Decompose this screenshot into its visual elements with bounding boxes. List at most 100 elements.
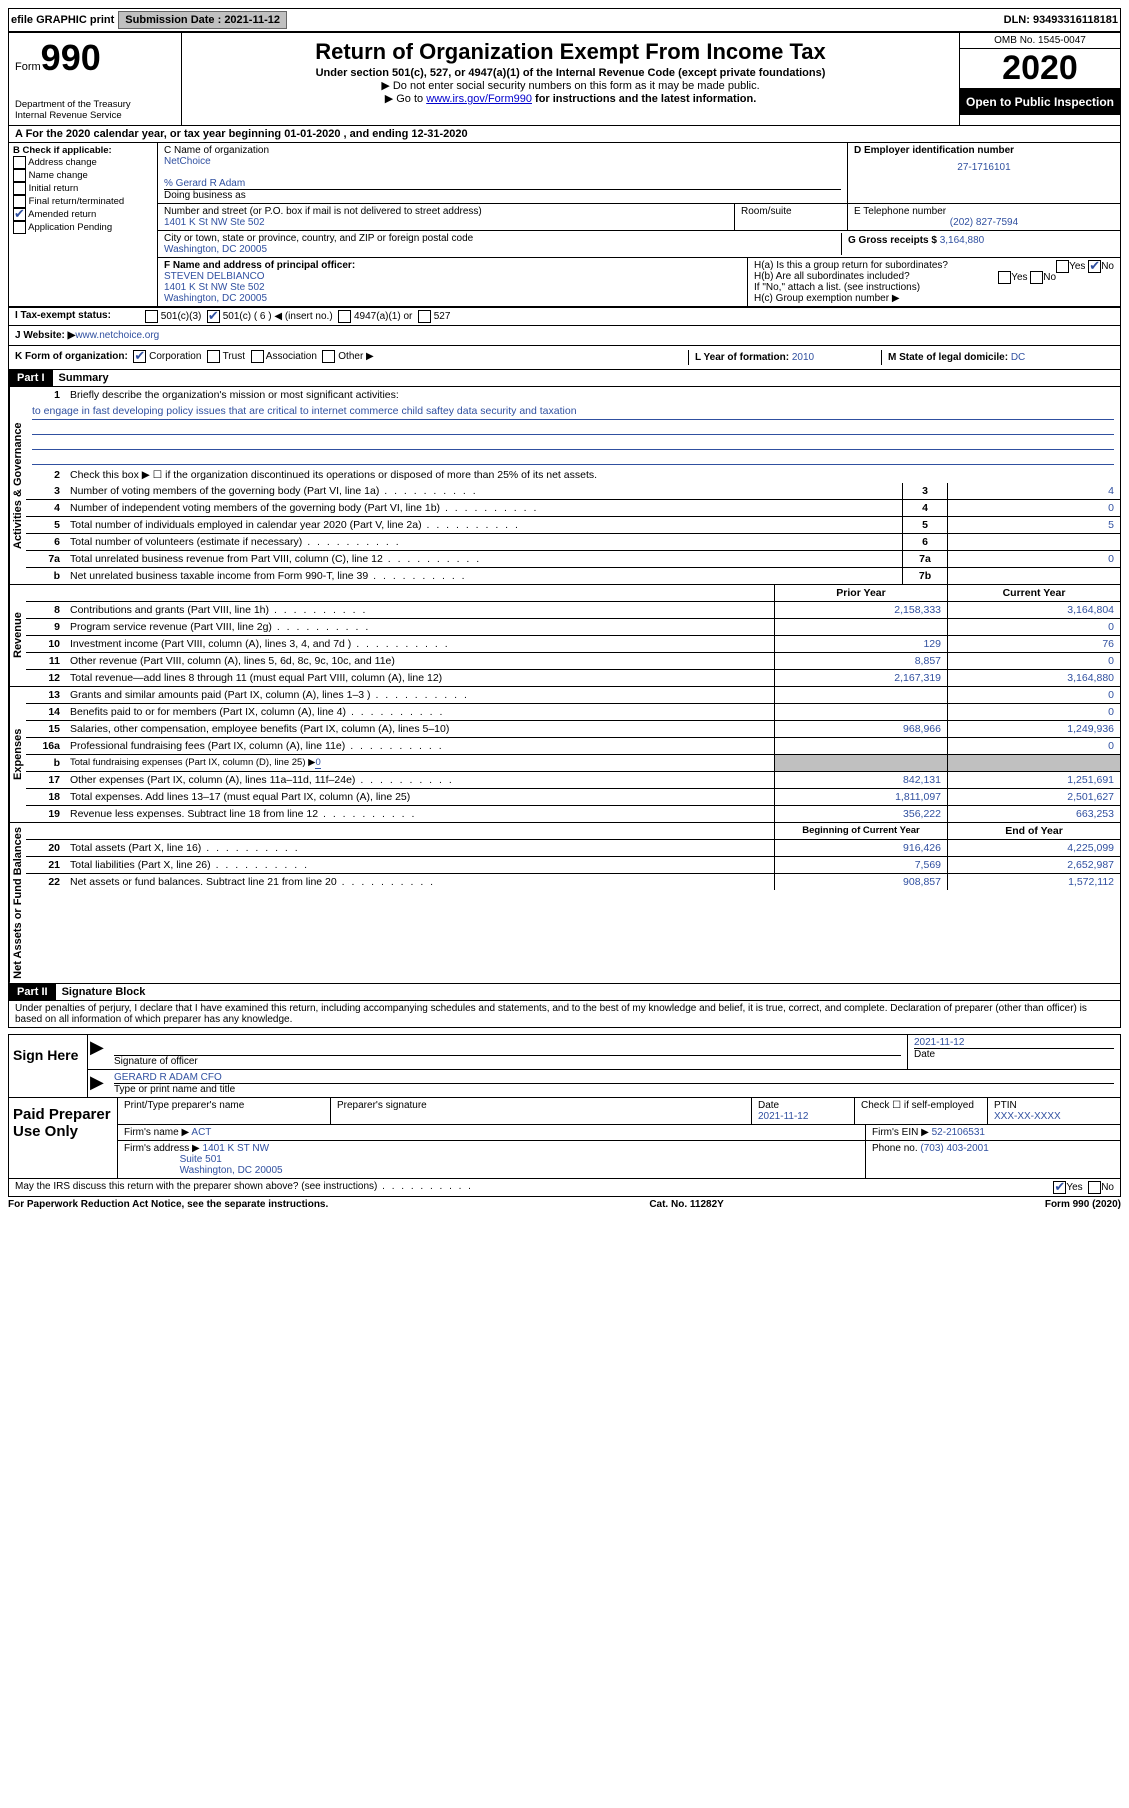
firm-address: Firm's address ▶ 1401 K ST NW Suite 501 …: [118, 1141, 866, 1178]
q7a-text: Total unrelated business revenue from Pa…: [66, 551, 902, 567]
city-value: Washington, DC 20005: [164, 244, 841, 255]
chk-name-change[interactable]: Name change: [13, 169, 153, 182]
sign-here-section: Sign Here ▶ Signature of officer 2021-11…: [8, 1034, 1121, 1098]
chk-address-change[interactable]: Address change: [13, 156, 153, 169]
q16b: Total fundraising expenses (Part IX, col…: [66, 755, 774, 771]
prior-year-hdr: Prior Year: [774, 585, 947, 601]
q2-text: Check this box ▶ ☐ if the organization d…: [66, 467, 1120, 483]
v3: 4: [947, 483, 1120, 499]
city-label: City or town, state or province, country…: [164, 233, 841, 244]
chk-assoc[interactable]: Association: [251, 351, 317, 362]
header-left: Form990 Department of the Treasury Inter…: [9, 33, 182, 125]
form990-link[interactable]: www.irs.gov/Form990: [426, 93, 532, 105]
form-container: Form990 Department of the Treasury Inter…: [8, 32, 1121, 1028]
city-block: City or town, state or province, country…: [164, 233, 841, 255]
dba-label: Doing business as: [164, 189, 841, 201]
box-g-label: G Gross receipts $: [848, 235, 937, 246]
netassets-section: Net Assets or Fund Balances Beginning of…: [9, 823, 1120, 983]
chk-app-pending[interactable]: Application Pending: [13, 221, 153, 234]
form-subtitle-2: ▶ Do not enter social security numbers o…: [186, 79, 955, 92]
vert-netassets: Net Assets or Fund Balances: [9, 823, 26, 983]
discuss-yes-no[interactable]: Yes No: [1053, 1181, 1114, 1194]
arrow-icon: ▶: [88, 1070, 108, 1097]
form-no-footer: Form 990 (2020): [1045, 1199, 1121, 1210]
vert-revenue: Revenue: [9, 585, 26, 686]
header-center: Return of Organization Exempt From Incom…: [182, 33, 959, 125]
chk-final-return[interactable]: Final return/terminated: [13, 195, 153, 208]
mission-block: to engage in fast developing policy issu…: [26, 403, 1120, 467]
q5-text: Total number of individuals employed in …: [66, 517, 902, 533]
box-e-label: E Telephone number: [854, 206, 1114, 217]
v7a: 0: [947, 551, 1120, 567]
firm-name: Firm's name ▶ ACT: [118, 1125, 866, 1140]
self-employed[interactable]: Check ☐ if self-employed: [855, 1098, 988, 1124]
paid-preparer-label: Paid Preparer Use Only: [9, 1098, 118, 1178]
officer-name-cell: GERARD R ADAM CFO Type or print name and…: [108, 1070, 1120, 1097]
irs-label: Internal Revenue Service: [15, 110, 175, 121]
ein-value: 27-1716101: [854, 162, 1114, 173]
cat-no: Cat. No. 11282Y: [649, 1199, 723, 1210]
chk-other[interactable]: Other ▶: [322, 351, 373, 362]
officer-addr1: 1401 K St NW Ste 502: [164, 282, 741, 293]
v7b: [947, 568, 1120, 584]
dln-label: DLN: 93493316118181: [1004, 14, 1118, 26]
gross-receipts: 3,164,880: [940, 235, 985, 246]
governance-section: Activities & Governance 1 Briefly descri…: [9, 387, 1120, 585]
discuss-row: May the IRS discuss this return with the…: [8, 1179, 1121, 1197]
prep-name-lbl: Print/Type preparer's name: [118, 1098, 331, 1124]
q4-text: Number of independent voting members of …: [66, 500, 902, 516]
v4: 0: [947, 500, 1120, 516]
website-value: www.netchoice.org: [75, 330, 159, 341]
form-subtitle-3: ▶ Go to www.irs.gov/Form990 for instruct…: [186, 92, 955, 105]
chk-501c3[interactable]: 501(c)(3): [145, 310, 201, 323]
org-name: NetChoice: [164, 156, 841, 167]
q7b-text: Net unrelated business taxable income fr…: [66, 568, 902, 584]
chk-trust[interactable]: Trust: [207, 351, 245, 362]
chk-corp[interactable]: Corporation: [133, 351, 201, 362]
paperwork-notice: For Paperwork Reduction Act Notice, see …: [8, 1199, 328, 1210]
chk-501c[interactable]: 501(c) ( 6 ) ◀ (insert no.): [207, 310, 333, 323]
sig-date-cell: 2021-11-12 Date: [907, 1035, 1120, 1069]
q6-text: Total number of volunteers (estimate if …: [66, 534, 902, 550]
form-label: Form: [15, 61, 41, 73]
box-d: D Employer identification number 27-1716…: [847, 143, 1120, 203]
org-name-block: C Name of organization NetChoice % Gerar…: [158, 143, 847, 203]
street-label: Number and street (or P.O. box if mail i…: [164, 206, 728, 217]
form-number: 990: [41, 37, 101, 78]
chk-initial-return[interactable]: Initial return: [13, 182, 153, 195]
ptin-cell: PTINXXX-XX-XXXX: [988, 1098, 1120, 1124]
tax-year: 2020: [960, 49, 1120, 89]
chk-4947[interactable]: 4947(a)(1) or: [338, 310, 412, 323]
box-d-label: D Employer identification number: [854, 145, 1014, 156]
perjury-text: Under penalties of perjury, I declare th…: [9, 1001, 1120, 1027]
officer-name: STEVEN DELBIANCO: [164, 271, 741, 282]
header-right: OMB No. 1545-0047 2020 Open to Public In…: [959, 33, 1120, 125]
care-of: % Gerard R Adam: [164, 178, 841, 189]
firm-ein: Firm's EIN ▶ 52-2106531: [866, 1125, 1120, 1140]
row-i: I Tax-exempt status: 501(c)(3) 501(c) ( …: [9, 307, 1120, 326]
curr-year-hdr: Current Year: [947, 585, 1120, 601]
sign-here-label: Sign Here: [9, 1035, 88, 1097]
v6: [947, 534, 1120, 550]
v5: 5: [947, 517, 1120, 533]
part2-title: Signature Block: [56, 984, 152, 1000]
chk-amended-return[interactable]: Amended return: [13, 208, 153, 221]
part1-badge: Part I: [9, 370, 53, 386]
section-bcdefg: B Check if applicable: Address change Na…: [9, 143, 1120, 307]
form-title: Return of Organization Exempt From Incom…: [186, 39, 955, 65]
box-b-title: B Check if applicable:: [13, 145, 112, 156]
row-k-label: K Form of organization:: [15, 351, 128, 362]
part1-header-row: Part I Summary: [9, 370, 1120, 387]
box-f-label: F Name and address of principal officer:: [164, 260, 355, 271]
chk-527[interactable]: 527: [418, 310, 450, 323]
q3-text: Number of voting members of the governin…: [66, 483, 902, 499]
mission-text: to engage in fast developing policy issu…: [32, 405, 1114, 420]
part2-badge: Part II: [9, 984, 56, 1000]
form-subtitle-1: Under section 501(c), 527, or 4947(a)(1)…: [186, 67, 955, 79]
submission-date-button[interactable]: Submission Date : 2021-11-12: [118, 11, 287, 29]
box-b: B Check if applicable: Address change Na…: [9, 143, 158, 306]
part2-header-row: Part II Signature Block: [9, 983, 1120, 1001]
prep-date: Date2021-11-12: [752, 1098, 855, 1124]
phone-value: (202) 827-7594: [854, 217, 1114, 228]
open-public-badge: Open to Public Inspection: [960, 89, 1120, 115]
